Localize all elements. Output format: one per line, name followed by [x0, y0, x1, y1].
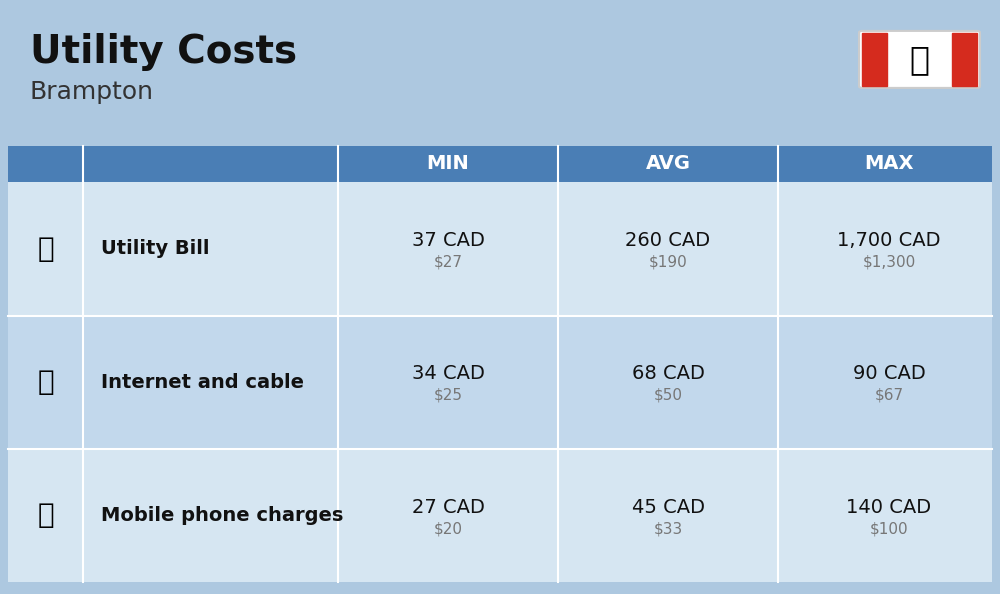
- Text: $27: $27: [434, 255, 463, 270]
- Text: 45 CAD: 45 CAD: [632, 498, 704, 517]
- Text: 260 CAD: 260 CAD: [625, 231, 711, 250]
- FancyBboxPatch shape: [8, 449, 992, 582]
- FancyBboxPatch shape: [8, 146, 992, 182]
- FancyBboxPatch shape: [8, 182, 992, 315]
- Text: MIN: MIN: [427, 154, 469, 173]
- Text: 37 CAD: 37 CAD: [412, 231, 484, 250]
- Text: $67: $67: [874, 388, 904, 403]
- FancyBboxPatch shape: [859, 31, 980, 88]
- Text: $20: $20: [434, 521, 463, 536]
- Text: 140 CAD: 140 CAD: [846, 498, 932, 517]
- Text: Utility Bill: Utility Bill: [101, 239, 210, 258]
- Text: Mobile phone charges: Mobile phone charges: [101, 506, 343, 525]
- Text: 🔌: 🔌: [37, 235, 54, 263]
- Text: $100: $100: [870, 521, 908, 536]
- Text: $25: $25: [434, 388, 463, 403]
- Text: $1,300: $1,300: [862, 255, 916, 270]
- Text: 90 CAD: 90 CAD: [853, 365, 925, 383]
- Text: $190: $190: [649, 255, 687, 270]
- Text: MAX: MAX: [864, 154, 914, 173]
- Text: $50: $50: [654, 388, 682, 403]
- Text: 1,700 CAD: 1,700 CAD: [837, 231, 941, 250]
- Text: 68 CAD: 68 CAD: [632, 365, 704, 383]
- Text: 📱: 📱: [37, 501, 54, 529]
- Bar: [862, 33, 887, 86]
- Text: AVG: AVG: [646, 154, 690, 173]
- FancyBboxPatch shape: [8, 315, 992, 449]
- Text: $33: $33: [653, 521, 683, 536]
- Bar: [952, 33, 977, 86]
- Text: 27 CAD: 27 CAD: [412, 498, 484, 517]
- Text: 34 CAD: 34 CAD: [412, 365, 484, 383]
- Text: 📶: 📶: [37, 368, 54, 396]
- Text: Internet and cable: Internet and cable: [101, 373, 304, 391]
- Text: Utility Costs: Utility Costs: [30, 33, 297, 71]
- Text: Brampton: Brampton: [30, 80, 154, 104]
- Text: 🍁: 🍁: [909, 43, 929, 76]
